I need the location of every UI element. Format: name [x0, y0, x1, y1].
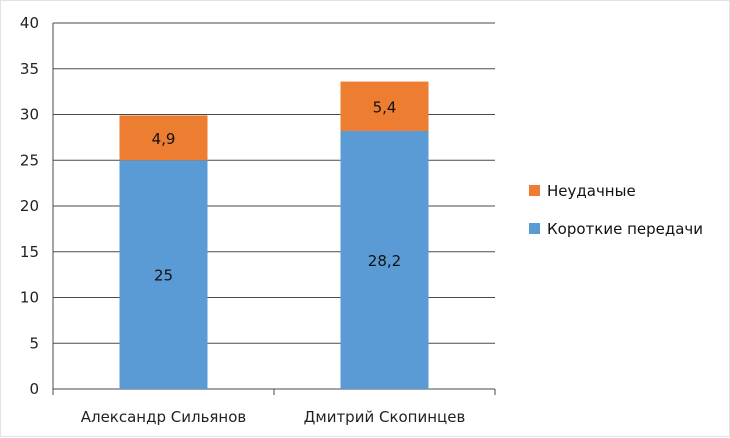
legend-swatch: [529, 185, 540, 196]
y-tick-label: 20: [20, 197, 39, 215]
y-tick-label: 40: [20, 14, 39, 32]
data-label: 4,9: [152, 130, 176, 148]
y-tick-label: 35: [20, 60, 39, 78]
bar-segment: [119, 115, 208, 161]
y-tick-label: 25: [20, 151, 39, 169]
bar-segment: [119, 160, 208, 389]
y-tick-label: 15: [20, 243, 39, 261]
y-tick-label: 10: [20, 289, 39, 307]
y-tick-label: 30: [20, 106, 39, 124]
x-category-label: Дмитрий Скопинцев: [304, 408, 466, 426]
y-tick-label: 5: [29, 334, 39, 352]
x-category-label: Александр Сильянов: [81, 408, 247, 426]
data-label: 5,4: [373, 98, 397, 116]
y-tick-label: 0: [29, 380, 39, 398]
legend-label: Неудачные: [547, 182, 636, 200]
legend-swatch: [529, 223, 540, 234]
legend-label: Короткие передачи: [547, 220, 703, 238]
data-label: 25: [154, 267, 173, 285]
data-label: 28,2: [368, 252, 401, 270]
bar-segment: [340, 81, 429, 131]
bar-segment: [340, 130, 429, 389]
